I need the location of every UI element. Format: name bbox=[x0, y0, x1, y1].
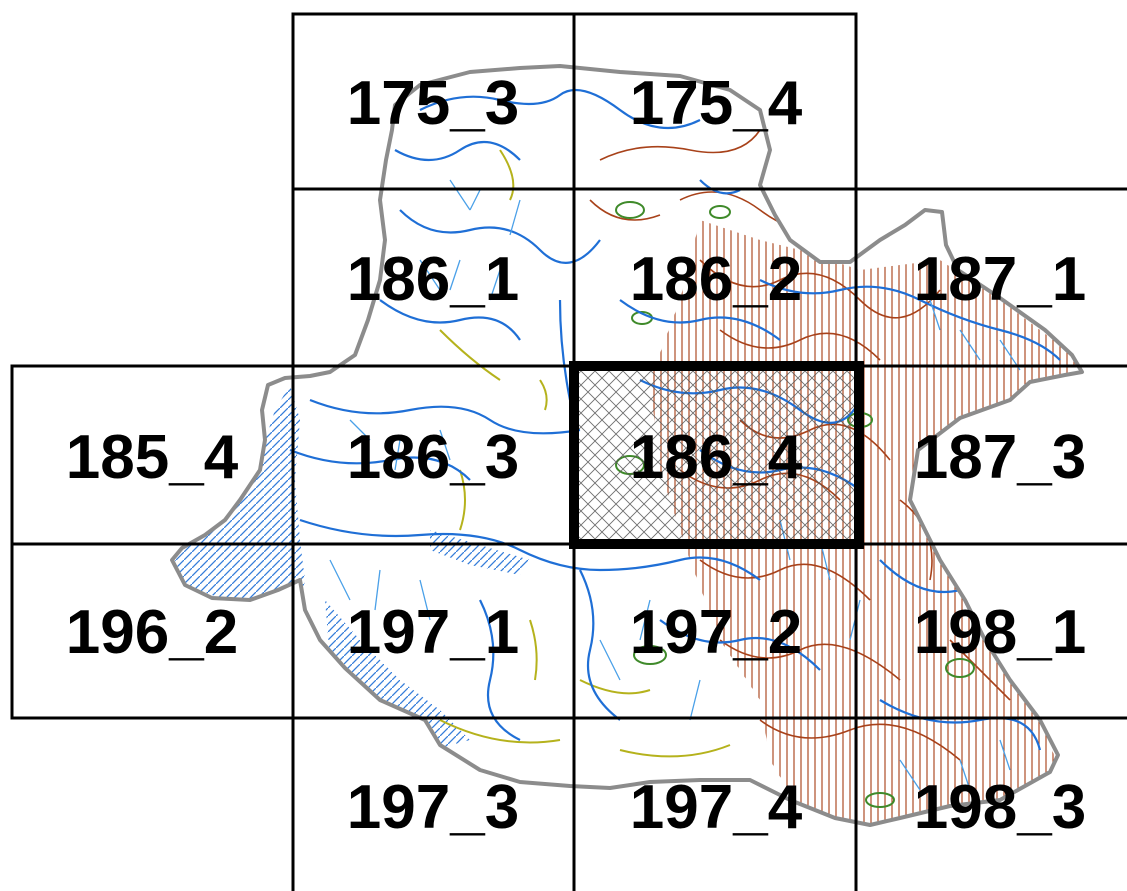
tile-label-186_3: 186_3 bbox=[347, 423, 519, 492]
tile-label-196_2: 196_2 bbox=[66, 598, 238, 667]
tile-labels: 175_3 175_4 186_1 186_2 187_1 185_4 186_… bbox=[66, 69, 1086, 842]
region-outline bbox=[170, 64, 1084, 827]
tile-label-175_3: 175_3 bbox=[347, 69, 519, 138]
olive-lines bbox=[439, 149, 731, 758]
tile-label-197_2: 197_2 bbox=[630, 598, 802, 667]
tile-label-187_1: 187_1 bbox=[914, 245, 1086, 314]
tile-label-186_2: 186_2 bbox=[630, 245, 802, 314]
tributaries bbox=[329, 179, 1021, 791]
wetland-strip-south bbox=[325, 600, 470, 748]
wetland-strip-central bbox=[430, 530, 530, 575]
tile-label-186_1: 186_1 bbox=[347, 245, 519, 314]
tile-label-197_1: 197_1 bbox=[347, 598, 519, 667]
selected-tile-outline[interactable] bbox=[569, 361, 864, 549]
tile-label-175_4: 175_4 bbox=[630, 69, 803, 138]
tile-label-185_4: 185_4 bbox=[66, 423, 239, 492]
tile-label-187_3: 187_3 bbox=[914, 423, 1086, 492]
tile-label-198_3: 198_3 bbox=[914, 773, 1086, 842]
tile-label-186_4: 186_4 bbox=[630, 423, 803, 492]
tile-label-198_1: 198_1 bbox=[914, 598, 1086, 667]
tile-label-197_4: 197_4 bbox=[630, 773, 803, 842]
selected-tile-hatch bbox=[574, 366, 859, 544]
tile-label-197_3: 197_3 bbox=[347, 773, 519, 842]
